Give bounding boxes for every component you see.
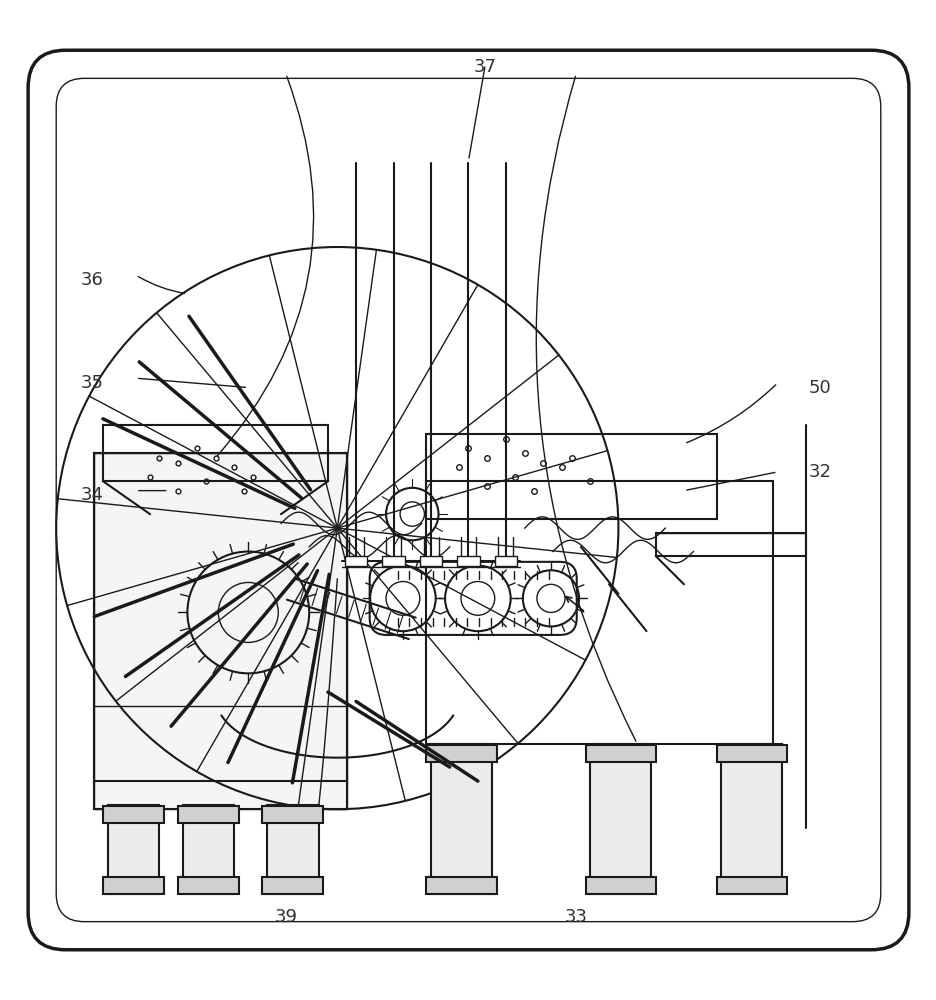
Bar: [382, 556, 404, 566]
Text: 34: 34: [80, 486, 103, 504]
Bar: [457, 556, 479, 566]
Bar: [103, 877, 164, 894]
Bar: [721, 744, 782, 894]
Bar: [94, 453, 346, 781]
Bar: [267, 805, 318, 894]
Bar: [426, 434, 716, 519]
Bar: [94, 453, 346, 809]
Bar: [426, 877, 496, 894]
Bar: [94, 453, 346, 809]
Bar: [262, 806, 323, 823]
Text: 50: 50: [808, 379, 830, 397]
Text: 32: 32: [808, 463, 830, 481]
Bar: [590, 744, 651, 894]
Text: 37: 37: [474, 58, 496, 76]
Bar: [426, 745, 496, 762]
Bar: [344, 556, 367, 566]
Bar: [183, 805, 234, 894]
Bar: [108, 805, 159, 894]
Bar: [262, 877, 323, 894]
Text: 39: 39: [274, 908, 297, 926]
Bar: [431, 744, 491, 894]
Bar: [494, 556, 517, 566]
Bar: [419, 556, 442, 566]
Bar: [103, 806, 164, 823]
Bar: [716, 877, 786, 894]
Bar: [585, 877, 655, 894]
Bar: [178, 877, 239, 894]
Bar: [103, 425, 328, 481]
Text: 33: 33: [564, 908, 587, 926]
Bar: [716, 745, 786, 762]
Bar: [655, 533, 805, 556]
Bar: [585, 745, 655, 762]
Text: 36: 36: [80, 271, 103, 289]
Bar: [426, 481, 772, 744]
Bar: [178, 806, 239, 823]
Text: 35: 35: [80, 374, 103, 392]
